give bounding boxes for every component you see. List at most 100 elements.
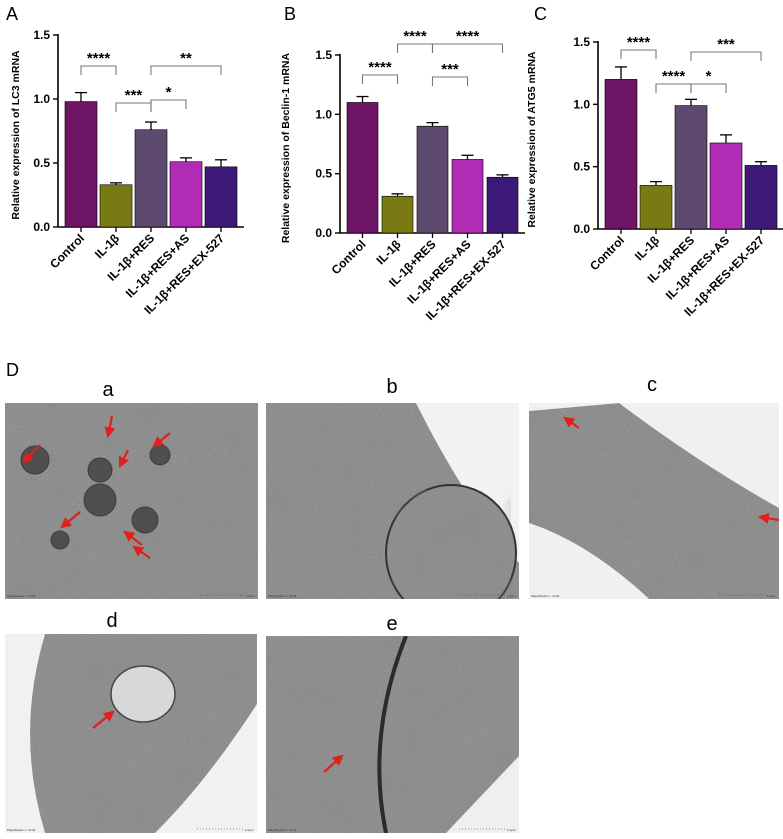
significance-bracket (431, 43, 504, 53)
y-axis-title: Relative expression of LC3 mRNA (10, 50, 22, 220)
scale-text: 1.0µm (507, 594, 516, 598)
red-arrow (92, 710, 115, 729)
bar-IL-1β+RES (674, 105, 708, 230)
red-arrow (104, 415, 116, 439)
significance-label: * (706, 68, 712, 85)
y-tick-label: 0.5 (315, 167, 332, 181)
autophagic-vacuole (83, 483, 117, 517)
significance-label: *** (717, 36, 735, 53)
significance-label: **** (368, 59, 392, 76)
bar-IL-1β+RES+AS (451, 159, 484, 234)
nuclear-envelope (377, 636, 408, 833)
bar-IL-1β+RES+AS (709, 142, 743, 230)
x-tick-label: IL-1β (373, 237, 403, 267)
red-arrow (757, 512, 779, 524)
y-tick-label: 0.5 (33, 156, 50, 170)
significance-label: **** (662, 68, 686, 85)
bar-Control (346, 102, 379, 234)
scale-text: 1.0µm (507, 828, 516, 832)
panel-letter-b: B (284, 4, 296, 24)
bar-Control (604, 79, 638, 230)
y-axis-title: Relative expression of ATG5 mRNA (526, 51, 538, 228)
significance-bracket (655, 83, 692, 93)
x-tick-label: Control (47, 231, 87, 271)
scale-text: 1.0µm (767, 594, 776, 598)
micrograph-image: Magnification = 12.0k 1.0µm (266, 636, 519, 833)
scale-text: 1.0µm (245, 828, 254, 832)
micrograph-label: b (386, 376, 397, 398)
x-tick-label: Control (329, 237, 369, 277)
significance-bracket (361, 74, 399, 84)
red-arrow (152, 432, 171, 448)
extracellular-space (266, 403, 519, 599)
red-arrow (132, 545, 151, 559)
significance-label: * (166, 84, 172, 101)
x-tick-label: IL-1β (632, 233, 662, 263)
significance-label: ** (180, 50, 192, 67)
significance-bracket (80, 65, 117, 75)
micrograph-label: d (106, 610, 117, 632)
magnification-text: Magnification = 12.0k (268, 594, 297, 598)
extracellular-space (446, 756, 519, 833)
micrograph-b: b Magnification = 12.0k 1.0µm (266, 376, 519, 599)
autophagic-vacuole (87, 457, 113, 483)
bar-IL-1β+RES+EX-527 (204, 166, 238, 228)
micrograph-c: c Magnification = 12.0k 1.0µm (529, 374, 779, 599)
autophagic-vacuole (50, 530, 70, 550)
y-tick-label: 0.0 (573, 222, 590, 236)
red-arrow (123, 530, 143, 546)
y-tick-label: 0.0 (315, 226, 332, 240)
bar-IL-1β+RES (134, 129, 168, 228)
red-arrow (60, 511, 81, 529)
texture-organelles (5, 403, 258, 599)
micrograph-label: a (102, 379, 114, 401)
micrograph-image: Magnification = 12.0k 1.0µm (266, 403, 519, 599)
x-tick-label: Control (587, 233, 627, 273)
bar-IL-1β (639, 185, 673, 230)
micrograph-image: Magnification = 12.0k 1.0µm (5, 403, 258, 599)
autophagosome (110, 665, 176, 723)
y-tick-label: 1.0 (33, 92, 50, 106)
magnification-text: Magnification = 12.0k (268, 828, 297, 832)
x-tick-label: IL-1β (92, 231, 122, 261)
magnification-text: Magnification = 12.0k (531, 594, 560, 598)
significance-bracket (620, 49, 657, 59)
panel-letter-d: D (6, 360, 19, 380)
panel-letter-a: A (6, 4, 18, 24)
micrograph-label: e (386, 613, 397, 635)
nucleus (385, 484, 517, 599)
significance-label: **** (627, 34, 651, 51)
magnification-text: Magnification = 12.0k (7, 828, 36, 832)
red-arrow (563, 416, 580, 429)
micrograph-image: Magnification = 12.0k 1.0µm (529, 403, 779, 599)
panel-letter-c: C (534, 4, 547, 24)
significance-label: *** (441, 61, 459, 78)
significance-bracket (150, 99, 187, 109)
red-arrow (22, 444, 41, 464)
y-tick-label: 0.5 (573, 160, 590, 174)
micrograph-d: d Magnification = 12.0k 1.0µm (5, 610, 257, 833)
y-axis-title: Relative expression of Beclin-1 mRNA (280, 52, 292, 243)
autophagic-vacuole (131, 506, 159, 534)
y-tick-label: 1.0 (573, 97, 590, 111)
autophagic-vacuole (149, 444, 171, 466)
significance-label: **** (87, 50, 111, 67)
y-tick-label: 0.0 (33, 220, 50, 234)
significance-bracket (690, 83, 727, 93)
micrograph-e: e Magnification = 12.0k 1.0µm (266, 613, 519, 833)
significance-label: *** (125, 87, 143, 104)
significance-label: **** (403, 28, 427, 45)
bar-Control (64, 101, 98, 228)
scale-text: 1.0µm (246, 594, 255, 598)
bar-IL-1β (99, 184, 133, 228)
y-tick-label: 1.5 (315, 48, 332, 62)
y-tick-label: 1.5 (33, 28, 50, 42)
red-arrow (119, 449, 129, 468)
red-arrow (323, 754, 344, 773)
extracellular-space (529, 403, 779, 599)
y-tick-label: 1.5 (573, 35, 590, 49)
bar-chart-atg5: 0.0 0.5 1.0 1.5 Relative expression of ATG5 … (526, 34, 783, 319)
bar-IL-1β+RES+EX-527 (744, 165, 778, 230)
bar-IL-1β+RES+AS (169, 161, 203, 228)
significance-bracket (431, 76, 469, 86)
